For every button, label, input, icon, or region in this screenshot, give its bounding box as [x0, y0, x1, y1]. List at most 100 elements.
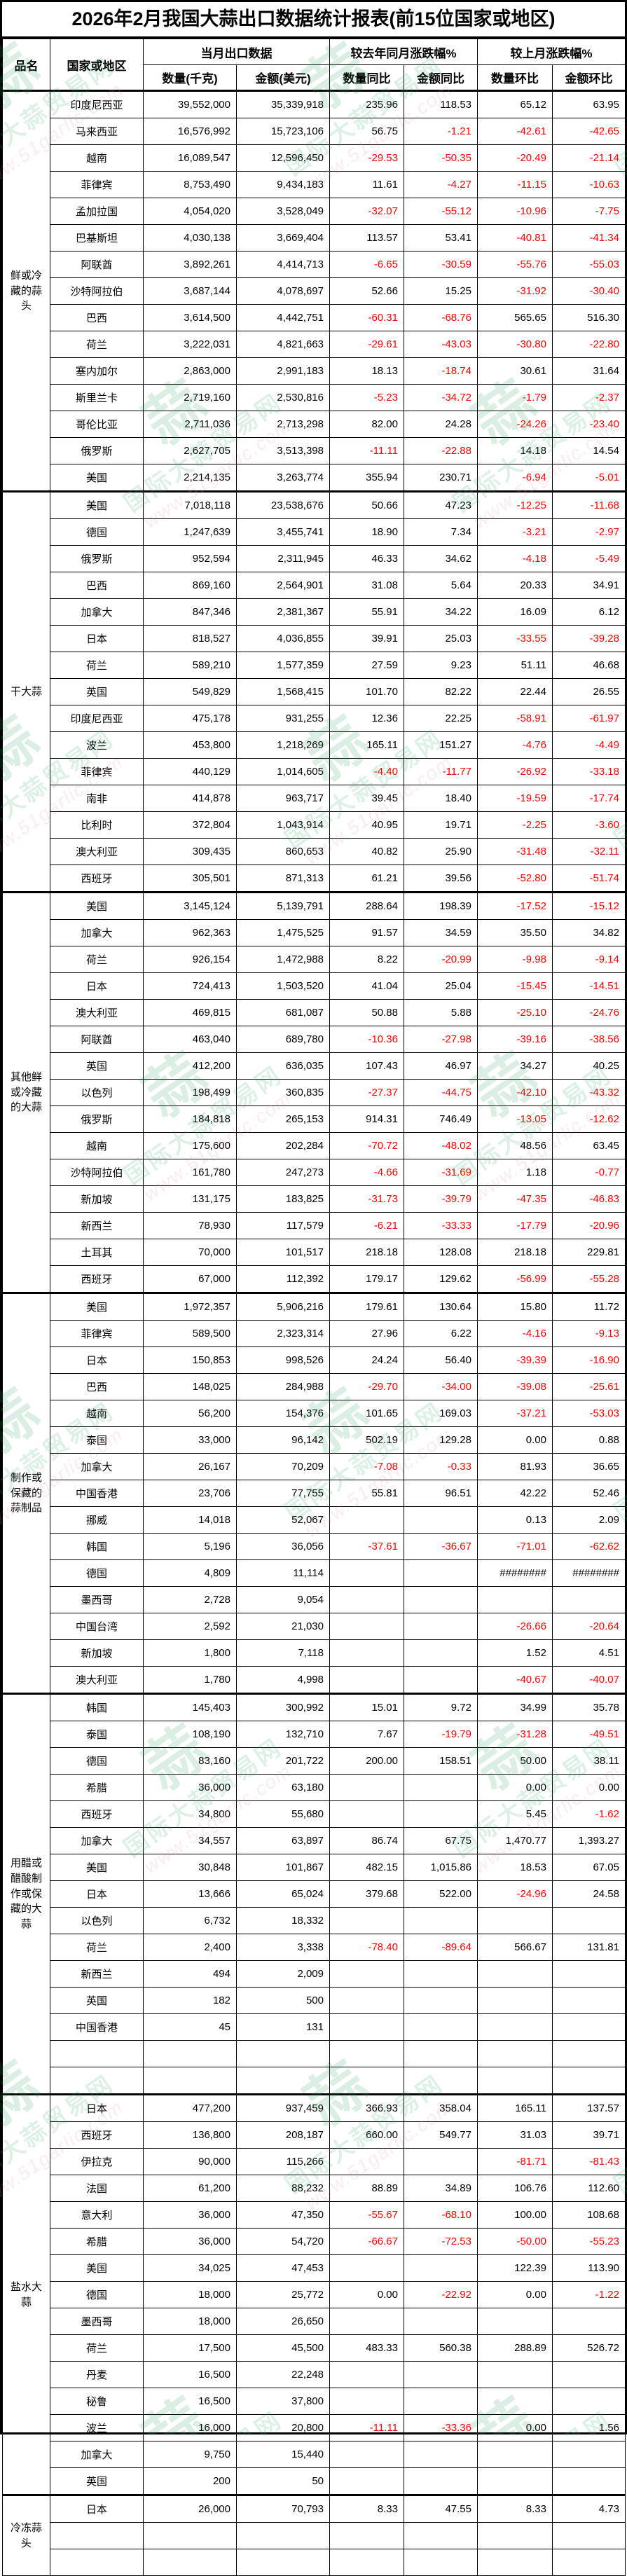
- amount-mom-cell: -5.01: [552, 464, 626, 492]
- amount-cell: 101,517: [236, 1239, 330, 1266]
- qty-mom-cell: 22.44: [477, 678, 553, 705]
- amount-mom-cell: -49.51: [552, 1721, 626, 1748]
- amount-mom-cell: 4.51: [552, 1639, 626, 1667]
- amount-cell: 55,680: [236, 1800, 330, 1828]
- qty-yoy-cell: 50.66: [329, 490, 404, 519]
- table-row: 澳大利亚 309,435 860,653 40.82 25.90 -31.48 -32.11: [3, 838, 626, 865]
- table-row: 新西兰 78,930 117,579 -6.21 -33.33 -17.79 -20.96: [3, 1212, 626, 1239]
- qty-cell: 589,210: [143, 652, 237, 679]
- amount-yoy-cell: 1,015.86: [404, 1854, 478, 1881]
- qty-yoy-cell: [329, 1960, 404, 1988]
- amount-yoy-cell: 9.72: [404, 1693, 478, 1721]
- amount-yoy-cell: 128.08: [404, 1239, 478, 1266]
- qty-mom-cell: -33.55: [477, 625, 553, 652]
- amount-cell: 1,014,605: [236, 758, 330, 785]
- amount-mom-cell: -33.18: [552, 758, 626, 785]
- amount-cell: 2,713,298: [236, 411, 330, 438]
- qty-cell: 13,666: [143, 1880, 237, 1908]
- amount-mom-cell: -39.28: [552, 625, 626, 652]
- qty-yoy-cell: -31.73: [329, 1185, 404, 1213]
- table-row: 阿联酋 3,892,261 4,414,713 -6.65 -30.59 -55.76 -5…: [3, 251, 626, 278]
- country-cell: 美国: [50, 464, 144, 492]
- amount-yoy-cell: -33.36: [404, 2414, 478, 2441]
- qty-mom-cell: -39.16: [477, 1026, 553, 1053]
- amount-mom-cell: 0.00: [552, 1774, 626, 1801]
- amount-mom-cell: -9.14: [552, 946, 626, 973]
- amount-mom-cell: 108.68: [552, 2201, 626, 2229]
- qty-cell: 962,363: [143, 919, 237, 946]
- table-row: 荷兰 2,400 3,338 -78.40 -89.64 566.67 131.81: [3, 1934, 626, 1961]
- qty-cell: 17,500: [143, 2334, 237, 2362]
- amount-cell: 21,030: [236, 1613, 330, 1640]
- table-row: 墨西哥 2,728 9,054: [3, 1586, 626, 1613]
- amount-cell: 1,218,269: [236, 731, 330, 759]
- amount-cell: [236, 2549, 330, 2576]
- qty-cell: 26,000: [143, 2494, 237, 2523]
- qty-cell: 3,222,031: [143, 331, 237, 358]
- country-cell: 墨西哥: [50, 1586, 144, 1613]
- amount-yoy-cell: [404, 1987, 478, 2014]
- qty-mom-cell: 0.00: [477, 2281, 553, 2308]
- qty-yoy-cell: 55.81: [329, 1480, 404, 1507]
- amount-yoy-cell: 82.22: [404, 678, 478, 705]
- country-cell: 泰国: [50, 1721, 144, 1748]
- qty-cell: 34,557: [143, 1827, 237, 1854]
- table-row: 沙特阿拉伯 3,687,144 4,078,697 52.66 15.25 -31.92-…: [3, 277, 626, 305]
- amount-cell: 77,755: [236, 1480, 330, 1507]
- amount-yoy-cell: -33.33: [404, 1212, 478, 1239]
- country-cell: 希腊: [50, 2228, 144, 2255]
- table-row: 孟加拉国 4,054,020 3,528,049 -32.07 -55.12 -10.96…: [3, 198, 626, 225]
- table-row: 巴西 148,025 284,988 -29.70 -34.00 -39.08 -25.61: [3, 1373, 626, 1400]
- amount-cell: 4,821,663: [236, 331, 330, 358]
- qty-cell: 5,196: [143, 1533, 237, 1560]
- amount-yoy-cell: -22.92: [404, 2281, 478, 2308]
- amount-yoy-cell: [404, 1666, 478, 1694]
- country-cell: 南非: [50, 785, 144, 812]
- qty-mom-cell: 566.67: [477, 1934, 553, 1961]
- amount-yoy-cell: [404, 2308, 478, 2335]
- amount-mom-cell: -55.23: [552, 2228, 626, 2255]
- qty-yoy-cell: 27.59: [329, 652, 404, 679]
- amount-mom-cell: 39.71: [552, 2121, 626, 2149]
- country-cell: 日本: [50, 1346, 144, 1374]
- qty-cell: 469,815: [143, 999, 237, 1026]
- amount-yoy-cell: 230.71: [404, 464, 478, 492]
- qty-yoy-cell: [329, 2361, 404, 2388]
- country-cell: 韩国: [50, 1533, 144, 1560]
- qty-cell: 4,054,020: [143, 198, 237, 225]
- country-cell: 泰国: [50, 1426, 144, 1454]
- amount-cell: 300,992: [236, 1693, 330, 1721]
- country-cell: 丹麦: [50, 2361, 144, 2388]
- table-row: 中国香港 45 131: [3, 2013, 626, 2041]
- amount-yoy-cell: [404, 2467, 478, 2495]
- qty-mom-cell: [477, 1960, 553, 1988]
- qty-yoy-cell: [329, 2067, 404, 2095]
- amount-yoy-cell: 46.97: [404, 1052, 478, 1080]
- amount-mom-cell: ########: [552, 1559, 626, 1587]
- qty-yoy-cell: 101.65: [329, 1400, 404, 1427]
- country-cell: 以色列: [50, 1079, 144, 1106]
- qty-mom-cell: 14.18: [477, 437, 553, 464]
- country-cell: 越南: [50, 1132, 144, 1159]
- amount-mom-cell: 24.58: [552, 1880, 626, 1908]
- country-cell: 巴西: [50, 1373, 144, 1400]
- amount-mom-cell: 137.57: [552, 2093, 626, 2122]
- amount-mom-cell: -41.34: [552, 224, 626, 252]
- table-row: 韩国 5,196 36,056 -37.61 -36.67 -71.01 -62.62: [3, 1533, 626, 1560]
- amount-yoy-cell: 522.00: [404, 1880, 478, 1908]
- qty-cell: 309,435: [143, 838, 237, 865]
- qty-yoy-cell: -11.11: [329, 2414, 404, 2441]
- product-category-cell: 冷冻蒜头: [2, 2494, 50, 2576]
- qty-yoy-cell: [329, 2308, 404, 2335]
- qty-mom-cell: 1,470.77: [477, 1827, 553, 1854]
- amount-cell: 35,339,918: [236, 90, 330, 118]
- amount-yoy-cell: -39.79: [404, 1185, 478, 1213]
- amount-cell: 681,087: [236, 999, 330, 1026]
- table-row: 英国 200 50: [3, 2467, 626, 2495]
- country-cell: 荷兰: [50, 1934, 144, 1961]
- qty-yoy-cell: -29.70: [329, 1373, 404, 1400]
- country-cell: 荷兰: [50, 2334, 144, 2362]
- country-cell: 巴基斯坦: [50, 224, 144, 252]
- table-row: 中国台湾 2,592 21,030 -26.66 -20.64: [3, 1613, 626, 1640]
- country-cell: 阿联酋: [50, 1026, 144, 1053]
